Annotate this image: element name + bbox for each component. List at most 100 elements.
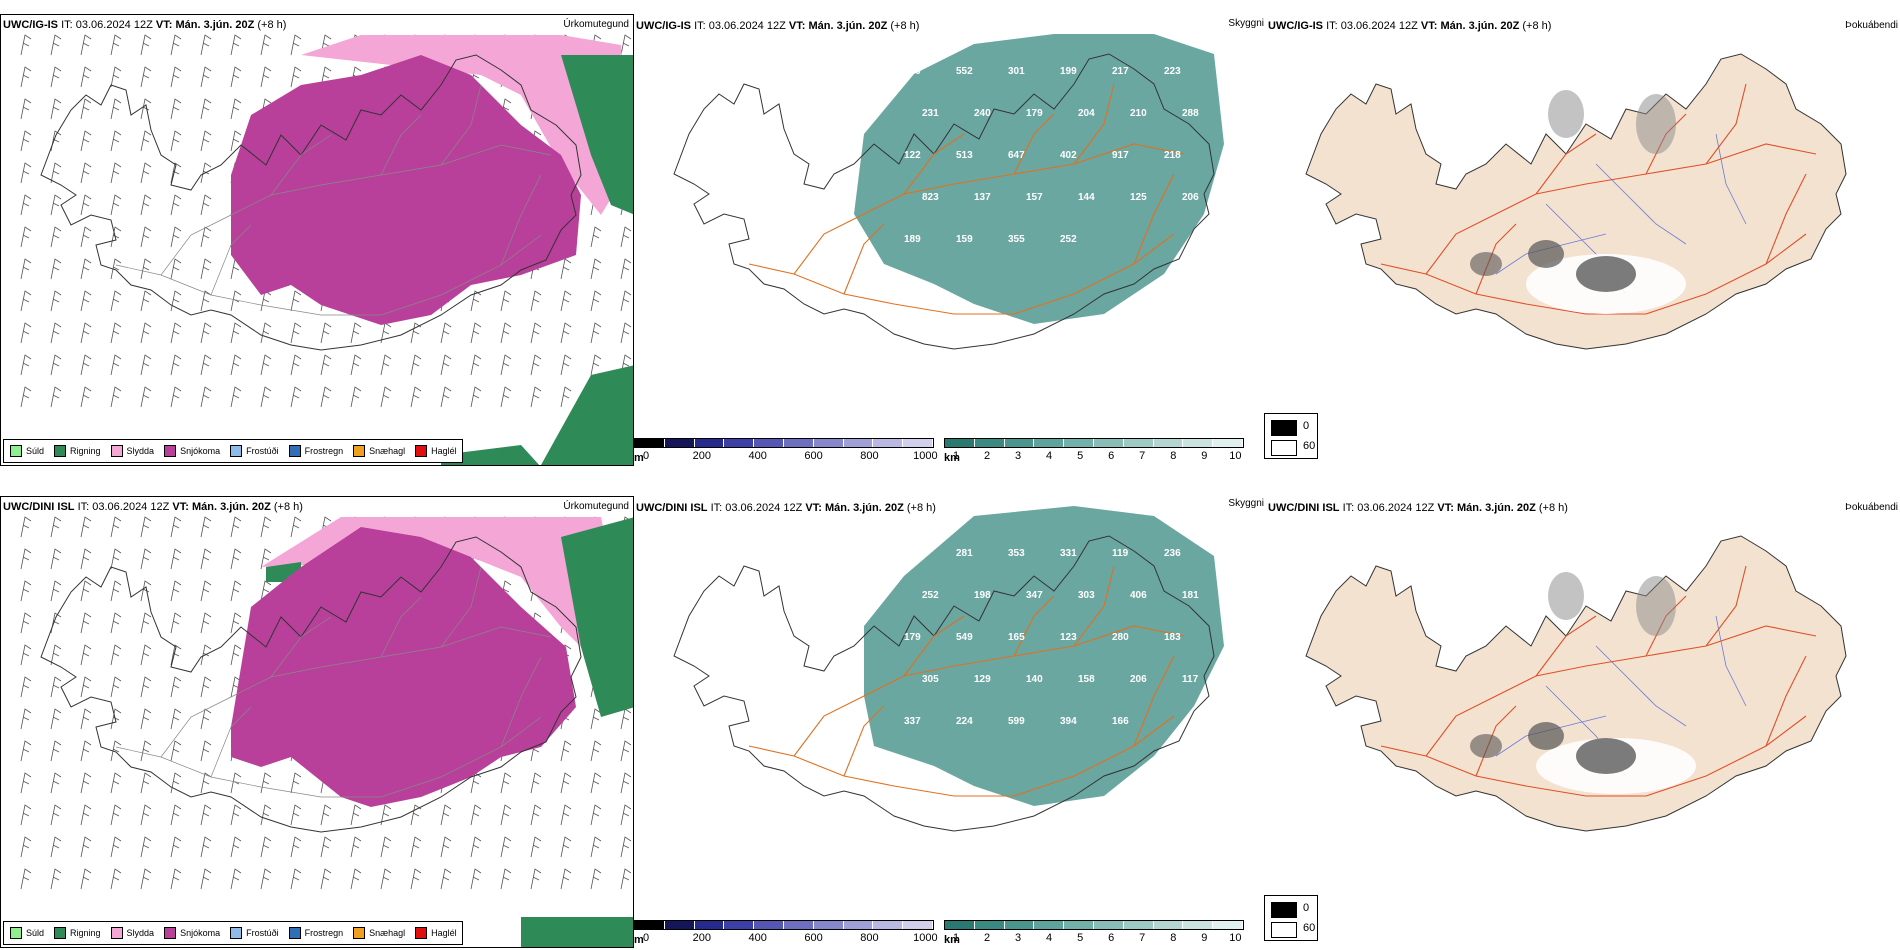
cloud-base-value: 281	[956, 548, 973, 559]
wind-barb	[500, 354, 512, 376]
legend-item: Slydda	[110, 445, 155, 457]
wind-barb	[80, 644, 92, 666]
fog-patch	[1470, 734, 1502, 758]
wind-barb	[260, 548, 272, 570]
colorbar-cell	[903, 921, 933, 929]
cloud-base-value: 236	[1164, 548, 1181, 559]
wind-barb	[260, 354, 272, 376]
wind-barb	[110, 386, 122, 408]
colorbar-tick: 4	[1046, 450, 1053, 462]
wind-barb	[440, 386, 452, 408]
legend-item: Súld	[10, 445, 44, 457]
wind-barb	[290, 322, 302, 344]
wind-barb	[620, 34, 632, 56]
colorbar-tick: 6	[1108, 450, 1115, 462]
wind-barb	[110, 322, 122, 344]
wind-barb	[20, 516, 32, 538]
panel-precip-type-top: UWC/IG-IS IT: 03.06.2024 12Z VT: Mán. 3.…	[0, 14, 634, 466]
cloud-base-value: 144	[1078, 192, 1095, 203]
colorbar-tick: 800	[860, 932, 879, 944]
legend-swatch	[288, 927, 301, 939]
low-vis-area	[864, 506, 1224, 806]
low-vis-area	[854, 34, 1224, 324]
colorbar-cell	[843, 439, 874, 447]
wind-barb	[590, 740, 602, 762]
wind-barb	[110, 772, 122, 794]
cloud-base-value: 179	[904, 632, 921, 643]
wind-barb	[20, 548, 32, 570]
wind-barb	[140, 290, 152, 312]
legend-label: Haglél	[431, 446, 457, 456]
wind-barb	[200, 548, 212, 570]
wind-barb	[380, 354, 392, 376]
wind-barb	[260, 580, 272, 602]
wind-barb	[50, 740, 62, 762]
wind-barb	[350, 322, 362, 344]
panel-header: UWC/IG-IS IT: 03.06.2024 12Z VT: Mán. 3.…	[1268, 20, 1552, 32]
wind-barb	[230, 548, 242, 570]
wind-barb	[20, 868, 32, 890]
wind-barb	[620, 868, 632, 890]
field-name: Skyggni	[1228, 18, 1264, 29]
wind-barb	[140, 836, 152, 858]
wind-barb	[500, 836, 512, 858]
cloud-base-labels: 530 552 301 199 217 223 231 240 179 204 210 288 122 5…	[904, 66, 1199, 245]
colorbar-tick: 600	[804, 450, 823, 462]
legend-item: Haglél	[415, 927, 457, 939]
colorbar-cell	[1213, 921, 1243, 929]
wind-barb	[20, 386, 32, 408]
colorbar-cell	[1123, 439, 1154, 447]
wind-barb	[170, 740, 182, 762]
colorbar-tick: 1	[952, 450, 960, 462]
road-line	[1535, 615, 1597, 677]
rain-area	[561, 517, 633, 717]
wind-barb	[50, 516, 62, 538]
wind-barb	[80, 868, 92, 890]
snow-area	[231, 55, 581, 325]
colorbar-tick: 1	[952, 932, 960, 944]
legend-item: Haglél	[415, 445, 457, 457]
wind-barb	[110, 868, 122, 890]
wind-barb	[50, 194, 62, 216]
wind-barb	[170, 66, 182, 88]
cloud-base-value: 552	[956, 66, 973, 77]
road-line	[1133, 173, 1175, 265]
legend-label: Rigning	[70, 928, 101, 938]
wind-barb	[110, 98, 122, 120]
wind-barb	[110, 226, 122, 248]
wind-barb	[260, 772, 272, 794]
legend-item: Rigning	[54, 927, 101, 939]
colorbar-cell	[783, 921, 814, 929]
wind-barb	[560, 836, 572, 858]
cloud-base-value: 119	[1112, 548, 1129, 559]
field-name: Úrkomutegund	[563, 19, 629, 30]
cloud-base-value: 252	[922, 590, 939, 601]
cloud-base-value: 158	[1078, 674, 1095, 685]
legend-label: Haglél	[431, 928, 457, 938]
colorbar-cell	[1004, 921, 1035, 929]
fog-patch	[1548, 572, 1584, 620]
wind-barb	[140, 322, 152, 344]
cloud-base-value: 206	[1182, 192, 1199, 203]
colorbar-cell	[783, 439, 814, 447]
colorbar-cell	[903, 439, 933, 447]
panel-precip-type-bottom: UWC/DINI ISL IT: 03.06.2024 12Z VT: Mán.…	[0, 496, 634, 948]
cloud-base-value: 647	[1008, 150, 1025, 161]
precip-type-legend: Súld Rigning Slydda Snjókoma Frostúði Frostre…	[3, 921, 463, 945]
legend-swatch	[415, 445, 428, 457]
wind-barb	[170, 322, 182, 344]
wind-barb	[50, 676, 62, 698]
wind-barb	[170, 354, 182, 376]
colorbar-cell	[1183, 439, 1214, 447]
wind-barb	[200, 258, 212, 280]
colorbar-tick: 2	[983, 450, 991, 462]
legend-item: Snjókoma	[164, 445, 220, 457]
precip-map	[20, 516, 633, 947]
wind-barb	[620, 804, 632, 826]
panel-header: UWC/DINI ISL IT: 03.06.2024 12Z VT: Mán.…	[1268, 502, 1568, 514]
wind-barb	[590, 258, 602, 280]
wind-barb	[200, 868, 212, 890]
legend-label: Slydda	[126, 446, 155, 456]
wind-barb	[260, 836, 272, 858]
wind-barb	[50, 612, 62, 634]
